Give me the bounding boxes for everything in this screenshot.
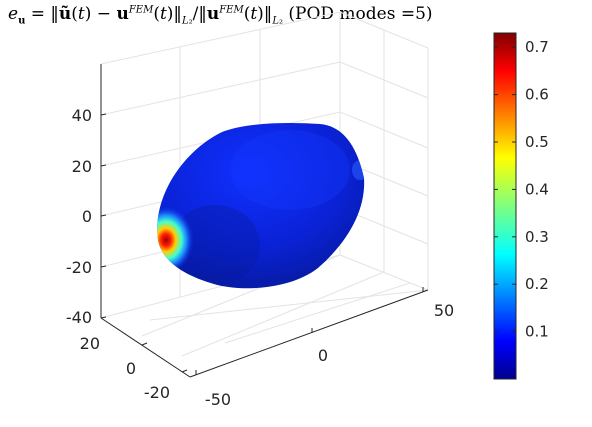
chart-title: eu = ‖ũ(t) − uFEM(t)‖L₂/‖uFEM(t)‖L₂ (POD… <box>8 4 433 27</box>
colorbar-tick-label: 0.7 <box>525 38 549 56</box>
z-tick-label: -20 <box>66 258 92 277</box>
colorbar-tick-label: 0.6 <box>525 86 549 104</box>
colorbar-gradient <box>493 32 517 380</box>
x-tick-label: 0 <box>318 346 328 365</box>
tick-marks <box>100 113 424 375</box>
z-tick-label: 40 <box>72 106 92 125</box>
colorbar-tick-label: 0.2 <box>525 275 549 293</box>
y-tick-label: -20 <box>144 383 170 402</box>
surface-body <box>157 122 365 289</box>
surface-hotspot <box>157 206 194 274</box>
colorbar-tick-label: 0.5 <box>525 133 549 151</box>
z-tick-labels: 40 20 0 -20 -40 <box>66 106 92 327</box>
surface-shadow <box>170 205 260 285</box>
z-tick-label: 0 <box>82 207 92 226</box>
x-tick-label: -50 <box>205 390 231 409</box>
axis-lines <box>100 64 429 378</box>
x-tick-label: 50 <box>434 301 454 320</box>
chart-title-suffix: (POD modes =5) <box>288 4 433 24</box>
surface <box>157 122 365 289</box>
surface-highlight <box>230 130 350 210</box>
colorbar: 0.7 0.6 0.5 0.4 0.3 0.2 0.1 <box>493 32 549 380</box>
colorbar-tick-label: 0.1 <box>525 323 549 341</box>
colorbar-tick-label: 0.4 <box>525 180 549 198</box>
colorbar-ticks: 0.7 0.6 0.5 0.4 0.3 0.2 0.1 <box>494 38 549 341</box>
x-axis-line <box>189 289 429 378</box>
colorbar-tick-label: 0.3 <box>525 228 549 246</box>
x-tick-labels: -50 0 50 <box>205 301 454 409</box>
y-tick-label: 20 <box>80 334 100 353</box>
z-tick-label: -40 <box>66 308 92 327</box>
y-tick-labels: 20 0 -20 <box>80 334 170 402</box>
y-tick-label: 0 <box>126 359 136 378</box>
y-axis-line <box>100 317 191 378</box>
z-tick-label: 20 <box>72 157 92 176</box>
